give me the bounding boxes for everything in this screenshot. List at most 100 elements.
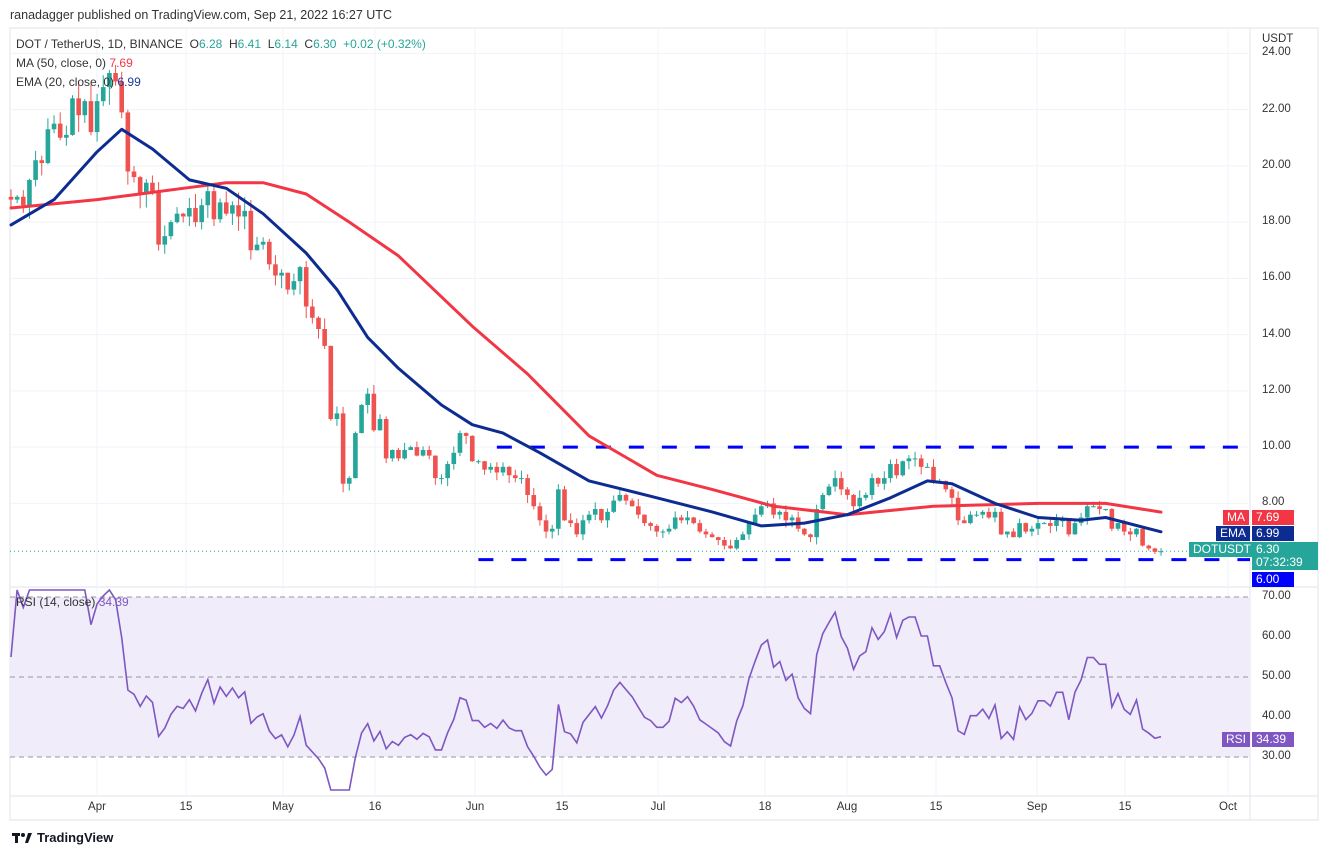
candle-down bbox=[513, 475, 518, 479]
candle-up bbox=[820, 494, 826, 510]
candle-down bbox=[636, 506, 641, 515]
candle-up bbox=[100, 87, 106, 102]
candle-up bbox=[27, 179, 32, 206]
ema-legend[interactable]: EMA (20, close, 0) 6.99 bbox=[16, 73, 426, 92]
candle-down bbox=[691, 517, 696, 524]
candle-down bbox=[955, 497, 961, 521]
symbol-tag: DOTUSDT bbox=[1189, 542, 1255, 557]
low-value: 6.14 bbox=[274, 37, 298, 51]
candle-down bbox=[57, 123, 63, 138]
tradingview-logo[interactable]: TradingView bbox=[12, 830, 113, 845]
candle-up bbox=[968, 514, 973, 524]
candle-down bbox=[340, 413, 346, 484]
candle-down bbox=[180, 213, 186, 217]
change-value: +0.02 (+0.32%) bbox=[343, 37, 426, 51]
candle-down bbox=[310, 306, 315, 318]
candle-up bbox=[759, 506, 764, 515]
rsi-legend[interactable]: RSI (14, close) 34.39 bbox=[16, 595, 129, 609]
time-tick-label: Aug bbox=[836, 801, 858, 813]
ma-legend[interactable]: MA (50, close, 0) 7.69 bbox=[16, 54, 426, 73]
candle-up bbox=[51, 123, 57, 130]
candle-down bbox=[8, 196, 14, 200]
candle-up bbox=[1029, 528, 1035, 532]
price-tick-label: 20.00 bbox=[1262, 158, 1291, 171]
candle-up bbox=[906, 458, 912, 462]
candle-down bbox=[623, 494, 629, 501]
candle-up bbox=[912, 458, 918, 460]
candle-up bbox=[869, 478, 875, 495]
rsi-label: RSI (14, close) bbox=[16, 595, 96, 609]
ma-tag: MA bbox=[1223, 510, 1249, 525]
candle-down bbox=[771, 503, 776, 515]
candle-up bbox=[1134, 528, 1139, 535]
candle-down bbox=[568, 520, 573, 524]
candle-down bbox=[285, 272, 291, 290]
last-price-tag: 6.30 07:32:39 bbox=[1252, 542, 1318, 570]
candle-up bbox=[260, 241, 266, 245]
candle-up bbox=[746, 523, 752, 535]
candle-down bbox=[328, 345, 334, 420]
candle-up bbox=[230, 205, 235, 214]
candle-up bbox=[888, 464, 893, 479]
candle-down bbox=[433, 455, 438, 479]
candle-down bbox=[1048, 523, 1053, 526]
time-tick-label: 15 bbox=[179, 801, 193, 813]
price-tick-label: 18.00 bbox=[1262, 215, 1291, 228]
published-caption: ranadagger published on TradingView.com,… bbox=[10, 8, 392, 22]
price-tick-label: 24.00 bbox=[1262, 46, 1291, 59]
symbol-label[interactable]: DOT / TetherUS, 1D, BINANCE bbox=[16, 37, 183, 51]
ma50-line bbox=[9, 181, 1163, 517]
candle-down bbox=[494, 466, 500, 473]
candle-down bbox=[211, 191, 217, 220]
candle-down bbox=[845, 489, 850, 495]
candle-down bbox=[1023, 523, 1029, 532]
candle-up bbox=[1035, 523, 1041, 529]
chart-frame bbox=[9, 27, 1319, 821]
time-tick-label: 18 bbox=[758, 801, 772, 813]
candle-up bbox=[1084, 506, 1090, 518]
candle-up bbox=[1060, 520, 1065, 522]
candle-down bbox=[414, 447, 420, 456]
candle-down bbox=[949, 489, 955, 498]
candle-down bbox=[961, 520, 967, 524]
candle-down bbox=[119, 81, 124, 113]
candle-down bbox=[894, 464, 899, 476]
candle-down bbox=[875, 478, 881, 484]
last-price: 6.30 bbox=[1256, 542, 1280, 556]
candle-up bbox=[660, 531, 666, 533]
candle-up bbox=[863, 494, 869, 498]
rsi-tag: RSI bbox=[1222, 732, 1251, 747]
candle-down bbox=[39, 160, 45, 164]
candle-up bbox=[353, 433, 358, 479]
candle-down bbox=[1066, 520, 1072, 535]
rsi-line bbox=[10, 588, 1162, 791]
candle-down bbox=[156, 191, 161, 245]
rsi-tick-label: 50.00 bbox=[1262, 670, 1291, 682]
candle-down bbox=[463, 433, 469, 436]
rsi-tick-label: 70.00 bbox=[1262, 590, 1291, 602]
candle-down bbox=[1121, 523, 1127, 532]
time-tick-label: 15 bbox=[555, 801, 569, 813]
candle-down bbox=[574, 523, 580, 535]
candle-up bbox=[420, 449, 426, 456]
candle-down bbox=[131, 171, 137, 178]
price-tick-label: 16.00 bbox=[1262, 271, 1291, 284]
candle-up bbox=[187, 208, 192, 217]
candle-up bbox=[174, 213, 180, 223]
candle-up bbox=[740, 534, 746, 540]
candle-up bbox=[666, 528, 672, 532]
candle-up bbox=[1091, 506, 1096, 508]
candle-up bbox=[445, 464, 450, 479]
time-tick-label: 15 bbox=[929, 801, 943, 813]
high-value: 6.41 bbox=[237, 37, 262, 51]
candle-down bbox=[193, 208, 198, 223]
candle-up bbox=[33, 160, 38, 180]
candle-up bbox=[500, 466, 506, 473]
candle-up bbox=[168, 222, 174, 237]
candle-down bbox=[137, 177, 143, 194]
time-tick-label: May bbox=[272, 801, 294, 813]
candle-up bbox=[617, 494, 623, 501]
candle-down bbox=[709, 534, 715, 538]
close-label: C bbox=[304, 37, 314, 51]
